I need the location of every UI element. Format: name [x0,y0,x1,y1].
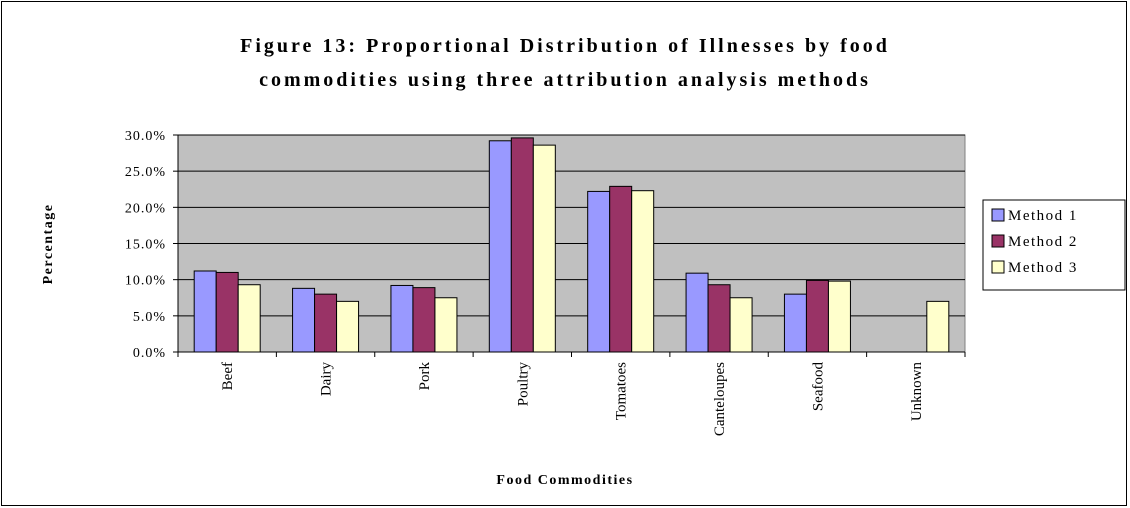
legend-label-method-2: Method 2 [1008,234,1078,250]
x-tick-label: Canteloupes [712,362,728,436]
bar-seafood-method-1 [783,293,807,353]
x-tick-label: Beef [220,362,236,390]
x-tick-label: Seafood [810,362,826,412]
bar-poultry-method-3 [532,144,556,353]
y-tick-label: 25.0% [125,165,166,180]
bar-beef-method-2 [215,271,239,353]
bar-canteloupes-method-2 [707,284,731,353]
bar-canteloupes-method-3 [729,297,753,353]
bar-seafood-method-2 [805,279,829,353]
bar-pork-method-3 [434,297,458,353]
bar-beef-method-3 [237,284,261,353]
legend-swatch-method-2 [991,234,1005,248]
legend-label-method-1: Method 1 [1008,208,1078,224]
bar-pork-method-1 [390,284,414,353]
y-tick-label: 30.0% [125,129,166,144]
x-axis-ticks: Beef Dairy Pork Poultry Tomatoes Canteloupes S… [177,352,966,436]
bar-poultry-method-1 [488,140,512,353]
x-tick-label: Pork [417,362,433,391]
y-tick-label: 5.0% [133,310,166,325]
legend-label-method-3: Method 3 [1008,260,1078,276]
x-tick-label: Tomatoes [614,362,630,420]
x-tick-label: Unknown [909,362,925,422]
bar-pork-method-2 [412,287,436,353]
bar-tomatoes-method-3 [631,190,655,353]
y-axis-label: Percentage [41,204,56,285]
bar-dairy-method-1 [292,287,316,353]
y-tick-label: 20.0% [125,201,166,216]
bar-seafood-method-3 [827,280,851,353]
bar-poultry-method-2 [510,137,534,353]
y-tick-label: 15.0% [125,238,166,253]
legend-swatch-method-3 [991,260,1005,274]
legend-swatch-method-1 [991,208,1005,222]
bar-tomatoes-method-2 [609,185,633,353]
bar-beef-method-1 [193,270,217,353]
chart-title-line-2: commodities using three attribution anal… [259,69,871,91]
x-tick-label: Poultry [515,362,531,407]
legend-box [982,199,1126,291]
legend: Method 1 Method 2 Method 3 [982,199,1126,291]
chart-title-line-1: Figure 13: Proportional Distribution of … [240,35,890,57]
y-axis-ticks: 0.0% 5.0% 10.0% 15.0% 20.0% 25.0% 30.0% [125,129,178,361]
x-tick-label: Dairy [319,362,335,397]
bar-dairy-method-2 [314,293,338,353]
y-tick-label: 10.0% [125,274,166,289]
bar-tomatoes-method-1 [587,190,611,353]
bars-group [193,137,950,353]
bar-canteloupes-method-1 [685,272,709,353]
bar-unknown-method-3 [926,300,950,353]
y-tick-label: 0.0% [133,346,166,361]
bar-dairy-method-3 [336,300,360,353]
x-axis-label: Food Commodities [496,473,633,488]
